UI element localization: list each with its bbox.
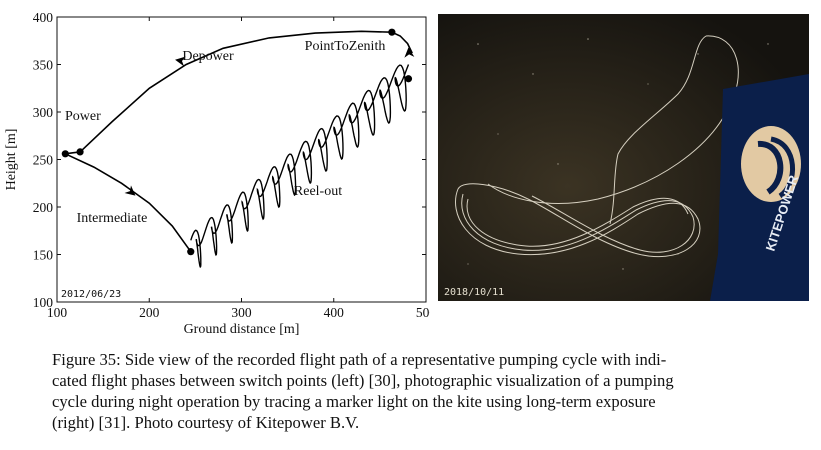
depower-path [79, 30, 392, 153]
figure: 100 200 300 400 500 100 150 200 250 300 350 400 Grou… [4, 10, 809, 337]
phase-label-depower: Depower [182, 49, 234, 64]
phase-label-intermediate: Intermediate [77, 211, 148, 226]
x-tick-label: 200 [139, 305, 160, 320]
depower-arrow [175, 56, 186, 67]
x-tick-label: 100 [47, 305, 68, 320]
caption-line: cycle during night operation by tracing … [52, 392, 656, 411]
caption-line: (right) [31]. Photo courtesy of Kitepowe… [52, 413, 360, 432]
intermediate-path [64, 153, 192, 253]
y-tick-label: 350 [33, 58, 54, 73]
y-tick-label: 400 [33, 10, 54, 25]
caption-line: cated flight phases between switch point… [52, 371, 674, 390]
zenith-arrow [404, 47, 415, 58]
zenith-arrow-head [404, 47, 415, 58]
x-tick-label: 400 [324, 305, 345, 320]
point-to-zenith-path [391, 31, 413, 54]
y-tick-label: 150 [33, 248, 54, 263]
switch-point [388, 28, 396, 36]
y-tick-label: 100 [33, 295, 54, 310]
intermediate-arrow-head [124, 185, 136, 196]
x-tick-label: 300 [231, 305, 252, 320]
flight-path-chart: 100 200 300 400 500 100 150 200 250 300 350 400 Grou… [4, 10, 430, 337]
y-axis-title: Height [m] [4, 129, 19, 191]
reel-out-path [190, 64, 410, 269]
x-axis-title: Ground distance [m] [184, 322, 300, 337]
depower-arrow-head [175, 56, 186, 67]
phase-label-reel-out: Reel-out [294, 184, 342, 199]
phase-label-pointtozenith: PointToZenith [305, 39, 386, 54]
photo-date-label: 2018/10/11 [444, 287, 505, 298]
plot-frame [56, 16, 427, 303]
switch-point [187, 248, 195, 256]
switch-point [76, 148, 84, 156]
kitepower-banner: KITEPOWER [710, 74, 809, 301]
photo-graphic: KITEPOWER [438, 14, 809, 301]
chart-date-label: 2012/06/23 [61, 289, 121, 300]
figure-caption: Figure 35: Side view of the recorded fli… [52, 349, 810, 433]
intermediate-arrow [124, 185, 136, 196]
switch-point [61, 150, 69, 158]
x-tick-label: 500 [416, 305, 430, 320]
switch-point [404, 75, 413, 83]
y-tick-label: 200 [33, 200, 54, 215]
y-tick-label: 250 [33, 153, 54, 168]
light-trails [455, 35, 739, 258]
night-exposure-photo: KITEPOWER 2018/10/11 [438, 14, 809, 301]
y-tick-label: 300 [33, 105, 54, 120]
phase-label-power: Power [65, 109, 101, 124]
caption-line: Figure 35: Side view of the recorded fli… [52, 350, 667, 369]
